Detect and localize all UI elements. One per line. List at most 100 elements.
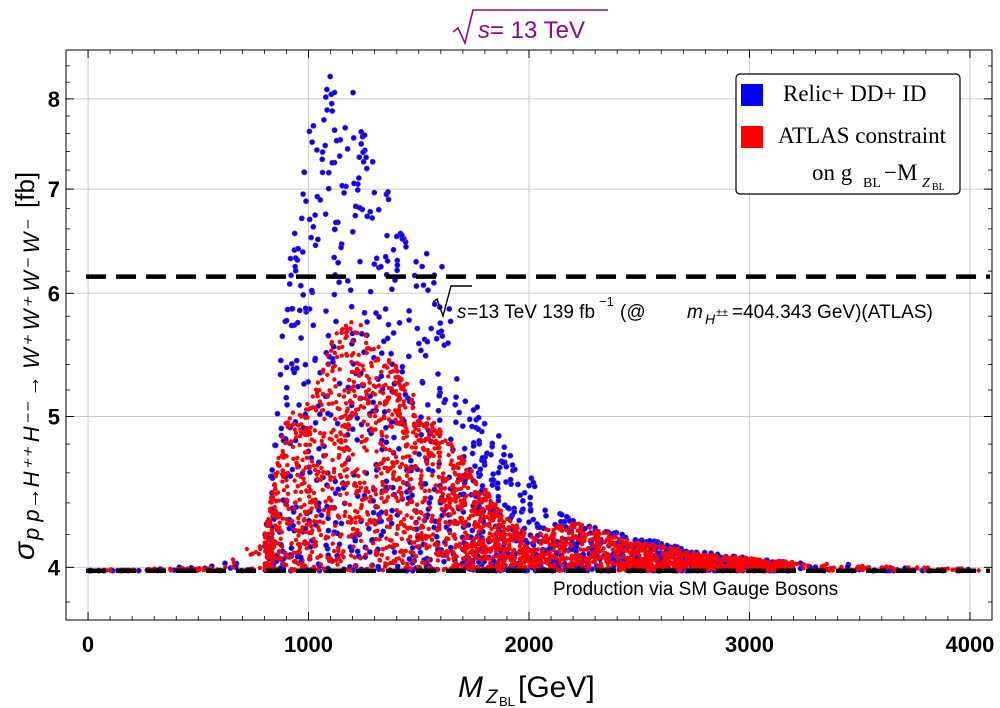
atlas-point xyxy=(655,556,660,561)
atlas-point xyxy=(321,520,326,525)
atlas-point xyxy=(271,497,276,502)
atlas-point xyxy=(380,433,385,438)
atlas-point xyxy=(356,407,361,412)
atlas-point xyxy=(417,422,422,428)
atlas-point xyxy=(434,541,439,546)
atlas-point xyxy=(330,457,335,463)
atlas-point xyxy=(378,417,384,422)
relic-point xyxy=(515,481,521,488)
relic-point xyxy=(335,259,341,266)
relic-point xyxy=(390,246,397,253)
atlas-point xyxy=(298,512,303,518)
atlas-point xyxy=(598,561,604,566)
atlas-point xyxy=(358,538,364,544)
atlas-point xyxy=(469,508,474,514)
atlas-point xyxy=(368,426,374,431)
atlas-point xyxy=(651,547,656,553)
relic-point xyxy=(325,527,332,534)
atlas-point xyxy=(578,527,584,532)
relic-point xyxy=(481,420,488,427)
relic-point xyxy=(358,140,365,147)
relic-point xyxy=(325,332,332,339)
relic-point xyxy=(328,100,335,107)
atlas-point xyxy=(299,489,304,495)
atlas-point xyxy=(317,388,322,393)
relic-point xyxy=(402,391,409,398)
relic-point xyxy=(287,255,294,262)
atlas-point xyxy=(421,423,427,429)
atlas-point xyxy=(363,333,368,338)
atlas-point xyxy=(729,555,734,560)
atlas-point xyxy=(568,563,574,568)
atlas-point xyxy=(418,437,423,443)
atlas-point xyxy=(357,531,363,536)
atlas-point xyxy=(581,547,586,552)
atlas-point xyxy=(489,563,494,568)
atlas-point xyxy=(458,515,463,520)
y-axis-title-sigma: σ xyxy=(8,540,41,560)
atlas-point xyxy=(801,562,806,567)
y-axis-title: σ p p→H⁺⁺ H⁻⁻ → W⁺ W⁺ W⁻ W⁻ [fb] xyxy=(8,172,44,560)
relic-point xyxy=(395,445,402,452)
atlas-point xyxy=(306,494,312,499)
atlas-point xyxy=(320,391,326,397)
relic-point xyxy=(312,242,319,249)
atlas-point xyxy=(377,537,382,542)
atlas-point xyxy=(306,407,312,412)
relic-point xyxy=(352,212,359,219)
atlas-point xyxy=(442,512,447,517)
atlas-point xyxy=(493,524,499,530)
atlas-point xyxy=(278,528,283,534)
atlas-point xyxy=(364,340,369,346)
legend-label-atlas-sub2: Z xyxy=(922,176,930,191)
atlas-point xyxy=(270,557,275,563)
atlas-point xyxy=(552,562,557,567)
atlas-point xyxy=(626,560,632,565)
atlas-point xyxy=(490,533,495,538)
relic-point xyxy=(356,204,363,211)
atlas-point xyxy=(359,502,364,508)
atlas-point xyxy=(508,519,513,524)
atlas-point xyxy=(456,474,462,479)
atlas-point xyxy=(419,473,424,478)
relic-point xyxy=(315,507,322,514)
atlas-point xyxy=(495,507,500,512)
atlas-point xyxy=(349,320,354,325)
relic-point xyxy=(442,396,449,403)
atlas-point xyxy=(538,539,543,544)
atlas-point xyxy=(439,506,444,512)
atlas-point xyxy=(660,551,665,556)
atlas-point xyxy=(503,563,509,568)
atlas-point xyxy=(336,548,341,554)
atlas-point xyxy=(347,502,352,507)
atlas-point xyxy=(296,520,301,525)
relic-point xyxy=(291,230,298,237)
atlas-point xyxy=(396,556,401,561)
atlas-point xyxy=(352,555,357,560)
atlas-point xyxy=(281,452,286,458)
atlas-point xyxy=(468,544,473,549)
relic-point xyxy=(370,399,377,406)
atlas-point xyxy=(333,557,339,563)
atlas-point xyxy=(390,492,395,498)
atlas-point xyxy=(410,405,415,411)
relic-point xyxy=(415,340,422,347)
atlas-point xyxy=(293,500,298,505)
atlas-point xyxy=(196,567,201,572)
atlas-point xyxy=(464,467,469,473)
atlas-point xyxy=(367,380,372,385)
atlas-point xyxy=(364,522,370,527)
atlas-point xyxy=(338,431,343,437)
atlas-point xyxy=(531,556,536,561)
atlas-point xyxy=(430,513,435,518)
atlas-point xyxy=(450,484,455,489)
relic-point xyxy=(394,262,401,269)
relic-point xyxy=(520,506,526,513)
atlas-point xyxy=(399,386,404,391)
atlas-point xyxy=(475,556,480,561)
atlas-point xyxy=(268,509,273,514)
atlas-point xyxy=(315,476,320,482)
atlas-point xyxy=(495,554,501,559)
atlas-point xyxy=(380,482,385,488)
atlas-point xyxy=(431,434,436,439)
